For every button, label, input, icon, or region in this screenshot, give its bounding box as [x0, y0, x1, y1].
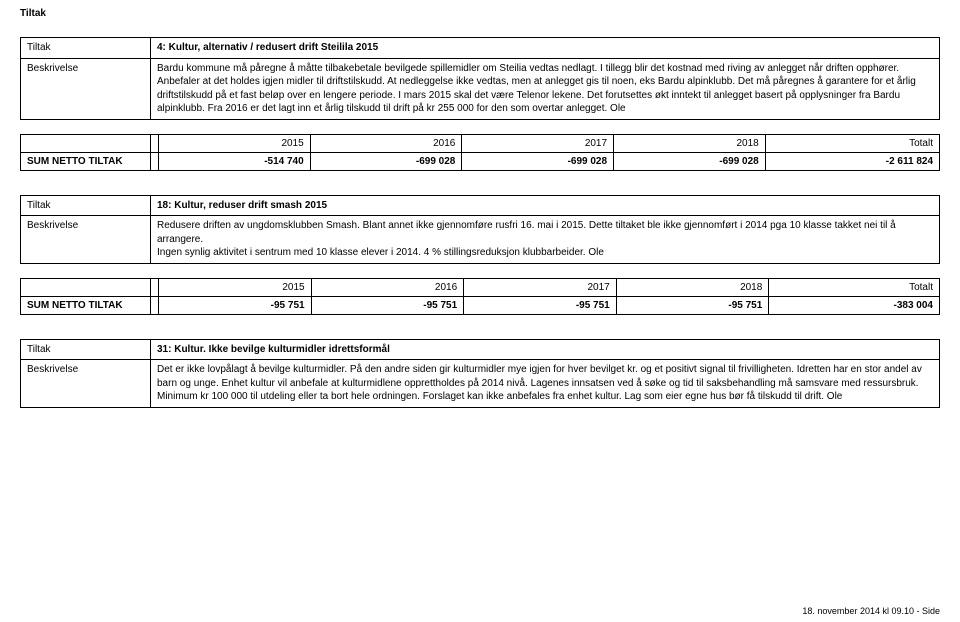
year-col: 2018 [616, 278, 769, 296]
sum-netto-label: SUM NETTO TILTAK [21, 296, 151, 314]
page-title: Tiltak [20, 8, 940, 19]
value-cell: -95 751 [159, 296, 312, 314]
year-col: 2016 [311, 278, 464, 296]
year-col: 2018 [614, 134, 766, 152]
sum-table-2: 2015 2016 2017 2018 Totalt SUM NETTO TIL… [20, 278, 940, 315]
year-col: 2016 [310, 134, 462, 152]
beskrivelse-label: Beskrivelse [21, 58, 151, 119]
tiltak-block-3: Tiltak 31: Kultur. Ikke bevilge kulturmi… [20, 339, 940, 408]
value-cell: -514 740 [159, 152, 311, 170]
value-cell: -699 028 [462, 152, 614, 170]
tiltak-label: Tiltak [21, 38, 151, 59]
beskrivelse-label: Beskrivelse [21, 216, 151, 264]
beskrivelse-text: Bardu kommune må påregne å måtte tilbake… [151, 58, 940, 119]
value-cell: -95 751 [464, 296, 617, 314]
value-cell: -699 028 [310, 152, 462, 170]
beskrivelse-text: Redusere driften av ungdomsklubben Smash… [151, 216, 940, 264]
sum-netto-label: SUM NETTO TILTAK [21, 152, 151, 170]
tiltak-label: Tiltak [21, 195, 151, 216]
year-col: Totalt [765, 134, 939, 152]
tiltak-label: Tiltak [21, 339, 151, 360]
sum-table-1: 2015 2016 2017 2018 Totalt SUM NETTO TIL… [20, 134, 940, 171]
tiltak-title: 4: Kultur, alternativ / redusert drift S… [151, 38, 940, 59]
year-col: 2017 [464, 278, 617, 296]
tiltak-title: 31: Kultur. Ikke bevilge kulturmidler id… [151, 339, 940, 360]
value-cell: -383 004 [769, 296, 940, 314]
tiltak-block-1: Tiltak 4: Kultur, alternativ / redusert … [20, 37, 940, 120]
value-cell: -699 028 [614, 152, 766, 170]
beskrivelse-label: Beskrivelse [21, 360, 151, 408]
year-col: 2017 [462, 134, 614, 152]
beskrivelse-text: Det er ikke lovpålagt å bevilge kulturmi… [151, 360, 940, 408]
year-col: 2015 [159, 278, 312, 296]
page-footer: 18. november 2014 kl 09.10 - Side [802, 606, 940, 616]
value-cell: -95 751 [311, 296, 464, 314]
tiltak-block-2: Tiltak 18: Kultur, reduser drift smash 2… [20, 195, 940, 264]
tiltak-title: 18: Kultur, reduser drift smash 2015 [151, 195, 940, 216]
year-col: 2015 [159, 134, 311, 152]
value-cell: -2 611 824 [765, 152, 939, 170]
value-cell: -95 751 [616, 296, 769, 314]
year-col: Totalt [769, 278, 940, 296]
